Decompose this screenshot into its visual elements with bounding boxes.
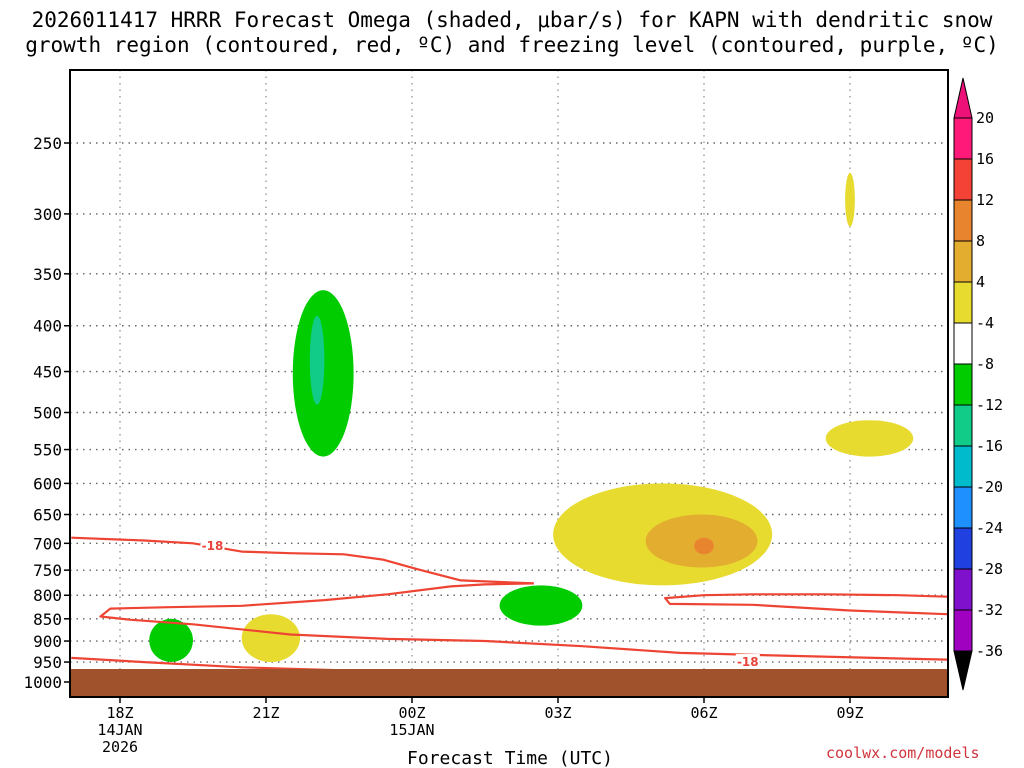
colorbar-label-12: 12: [976, 191, 994, 209]
colorbar-label--20: -20: [976, 478, 1003, 496]
title-line-2: growth region (contoured, red, ºC) and f…: [25, 33, 999, 57]
colorbar-swatch-10: [953, 527, 973, 570]
colorbar-swatch-1: [953, 158, 973, 201]
y-tick-label-450: 450: [33, 363, 62, 382]
colorbar-swatch-0: [953, 117, 973, 160]
x-tick-date-00Z: 15JAN: [389, 721, 434, 739]
y-tick-label-300: 300: [33, 205, 62, 224]
dendritic-contour-4: [664, 593, 948, 616]
y-tick-label-750: 750: [33, 561, 62, 580]
y-tick-label-550: 550: [33, 441, 62, 460]
y-tick-label-1000: 1000: [23, 673, 62, 692]
colorbar-label--12: -12: [976, 396, 1003, 414]
colorbar-label-16: 16: [976, 150, 994, 168]
contour-label-bg-2: [735, 654, 760, 669]
colorbar-swatch-7: [953, 404, 973, 447]
dendritic-contour-2: [99, 582, 948, 661]
plot-frame: [69, 69, 949, 698]
omega-region-downward-motion-21z-low: [241, 614, 301, 663]
y-tick-label-900: 900: [33, 632, 62, 651]
colorbar-label--36: -36: [976, 642, 1003, 660]
colorbar-label--28: -28: [976, 560, 1003, 578]
colorbar-swatch-3: [953, 240, 973, 283]
y-axis: 250 300 350 400 450 500 550 600 650 700 750 800 850 9…: [23, 134, 70, 692]
colorbar-label--16: -16: [976, 437, 1003, 455]
colorbar-swatch-4: [953, 281, 973, 324]
y-tick-label-800: 800: [33, 586, 62, 605]
chart-title: 2026011417 HRRR Forecast Omega (shaded, …: [0, 8, 1024, 58]
x-tick-label-03Z: 03Z: [544, 704, 571, 722]
colorbar-swatch-8: [953, 445, 973, 488]
y-tick-label-650: 650: [33, 506, 62, 525]
colorbar-swatch-12: [953, 609, 973, 652]
x-tick-label-21Z: 21Z: [252, 704, 279, 722]
colorbar-swatch-9: [953, 486, 973, 529]
y-tick-label-950: 950: [33, 653, 62, 672]
omega-region-downward-motion-09z-high: [845, 172, 855, 227]
colorbar-label--8: -8: [976, 355, 994, 373]
y-tick-label-700: 700: [33, 534, 62, 553]
plot-area: [70, 70, 948, 697]
omega-fill-layer: [149, 172, 914, 663]
colorbar-swatch-5: [953, 322, 973, 365]
y-tick-label-250: 250: [33, 134, 62, 153]
x-tick-label-06Z: 06Z: [690, 704, 717, 722]
colorbar-label--24: -24: [976, 519, 1003, 537]
y-tick-label-350: 350: [33, 265, 62, 284]
colorbar-swatch-2: [953, 199, 973, 242]
colorbar-label--32: -32: [976, 601, 1003, 619]
omega-region-downward-motion-06z-peak: [694, 537, 714, 555]
y-tick-label-600: 600: [33, 474, 62, 493]
omega-region-upward-motion-19z-low: [149, 618, 194, 663]
colorbar-swatch-11: [953, 568, 973, 611]
colorbar-top-arrow: [953, 77, 973, 119]
colorbar-swatch-6: [953, 363, 973, 406]
colorbar-label--4: -4: [976, 314, 994, 332]
y-tick-label-850: 850: [33, 610, 62, 629]
x-tick-label-18Z: 18Z: [106, 704, 133, 722]
x-tick-label-09Z: 09Z: [836, 704, 863, 722]
colorbar-bottom-arrow: [953, 650, 973, 691]
dendritic-contour-1: [71, 536, 534, 585]
title-line-1: 2026011417 HRRR Forecast Omega (shaded, …: [31, 8, 993, 32]
colorbar-label-8: 8: [976, 232, 985, 250]
omega-region-upward-motion-0130z-low: [499, 585, 583, 626]
colorbar: 20 16 12 8 4 -4 -8 -12 -16 -20 -24 -28 -32 -36: [953, 77, 1003, 691]
colorbar-label-4: 4: [976, 273, 985, 291]
y-tick-label-400: 400: [33, 317, 62, 336]
omega-region-upward-motion-2030z-core: [309, 315, 325, 405]
credit-text: coolwx.com/models: [826, 744, 980, 762]
ground-layer: [70, 669, 948, 697]
x-tick-year-18Z: 2026: [102, 738, 138, 756]
contour-label-2: -18: [737, 655, 759, 669]
x-tick-label-00Z: 00Z: [398, 704, 425, 722]
contour-label-bg-1: [200, 538, 225, 553]
omega-region-downward-motion-08z-upper: [825, 420, 914, 457]
y-tick-label-500: 500: [33, 404, 62, 423]
contour-label-1: -18: [202, 539, 224, 553]
x-tick-date-18Z: 14JAN: [97, 721, 142, 739]
colorbar-label-20: 20: [976, 109, 994, 127]
x-axis-title: Forecast Time (UTC): [407, 748, 613, 768]
